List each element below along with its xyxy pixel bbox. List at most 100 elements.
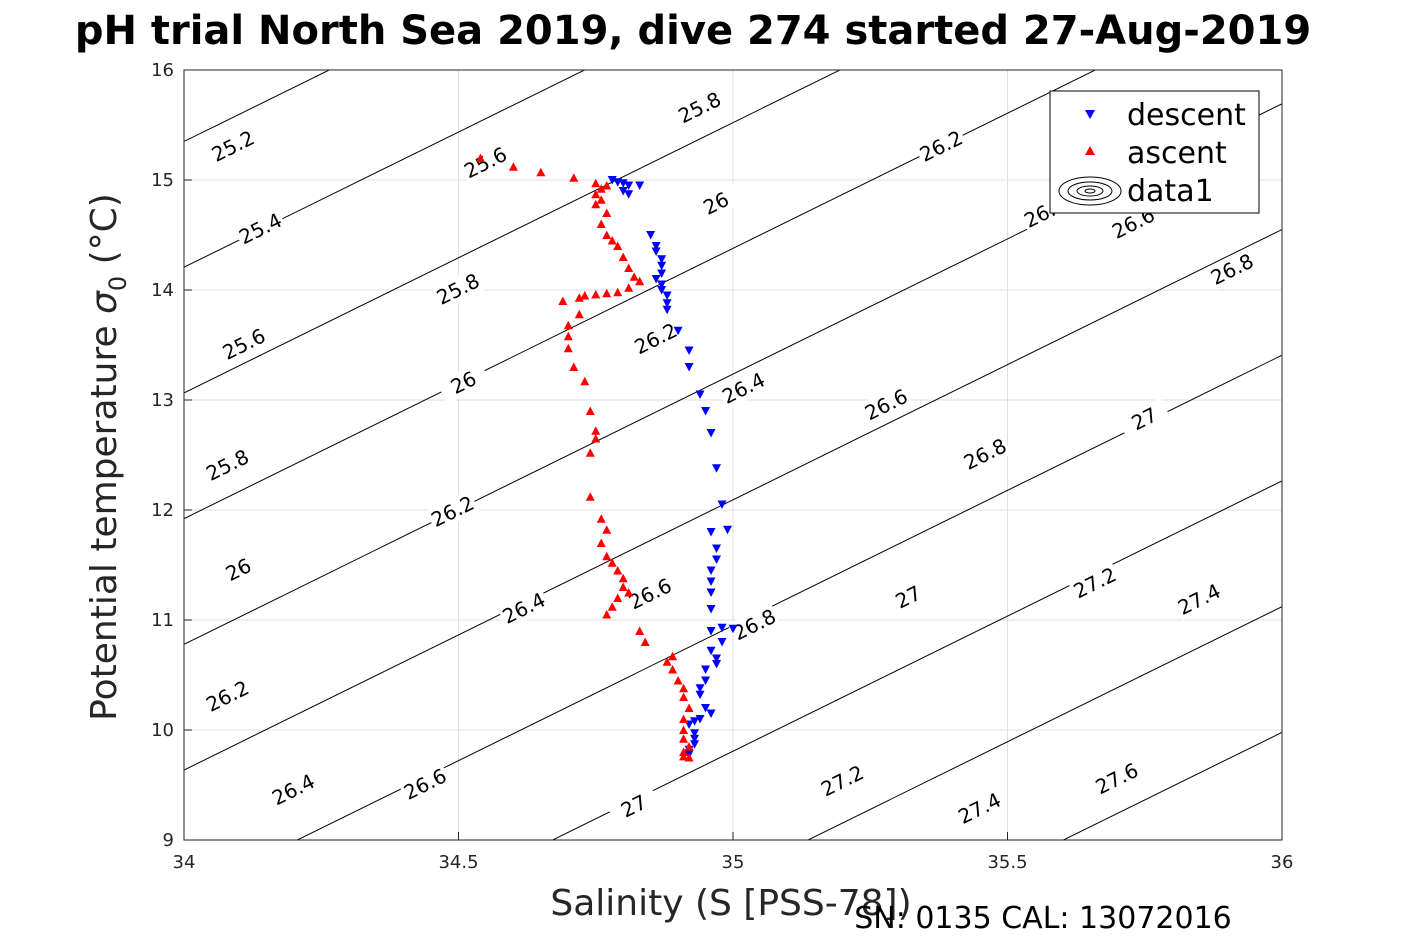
ascent-point bbox=[585, 492, 595, 501]
contour-line bbox=[296, 354, 1282, 840]
descent-point bbox=[657, 269, 667, 278]
ascent-point bbox=[602, 181, 612, 190]
contour-label-bg bbox=[689, 181, 743, 225]
ascent-point bbox=[602, 230, 612, 239]
descent-point bbox=[624, 190, 634, 199]
contour-label-bg bbox=[200, 674, 255, 718]
contour-label-bg bbox=[200, 443, 255, 487]
legend-descent-label: descent bbox=[1127, 98, 1246, 133]
descent-point bbox=[706, 709, 716, 718]
ascent-point bbox=[679, 725, 689, 734]
ascent-point bbox=[668, 665, 678, 674]
ascent-point bbox=[624, 283, 634, 292]
descent-point bbox=[712, 464, 722, 473]
descent-point bbox=[657, 280, 667, 289]
ascent-point bbox=[679, 734, 689, 743]
ascent-point bbox=[607, 558, 617, 567]
ascent-point bbox=[508, 162, 518, 171]
ascent-point bbox=[591, 178, 601, 188]
descent-point bbox=[684, 346, 694, 355]
legend-ascent-label: ascent bbox=[1127, 136, 1227, 171]
descent-point bbox=[712, 544, 722, 553]
descent-point bbox=[690, 717, 700, 726]
descent-point bbox=[717, 623, 727, 633]
ascent-point bbox=[673, 676, 683, 685]
contour-label-bg bbox=[958, 432, 1012, 476]
ascent-point bbox=[596, 538, 606, 547]
contour-label-bg bbox=[233, 207, 288, 250]
legend-box bbox=[1049, 90, 1260, 214]
descent-point bbox=[618, 179, 628, 188]
ascent-point bbox=[563, 331, 573, 341]
chart-title: pH trial North Sea 2019, dive 274 starte… bbox=[75, 8, 1311, 54]
ascent-point bbox=[596, 514, 606, 523]
descent-point bbox=[701, 704, 711, 713]
contour-label-bg bbox=[1172, 577, 1227, 621]
ascent-point bbox=[635, 276, 645, 286]
contour-label-bg bbox=[628, 317, 683, 360]
contour-label-bg bbox=[1205, 247, 1259, 291]
contour-label-bg bbox=[815, 759, 870, 803]
contour-line bbox=[184, 70, 586, 268]
ascent-point bbox=[596, 219, 606, 228]
ascent-point bbox=[563, 343, 573, 353]
descent-point bbox=[662, 305, 672, 315]
data-points bbox=[475, 153, 738, 762]
ascent-point bbox=[574, 293, 584, 302]
contour-line bbox=[184, 70, 1097, 520]
contour-label-bg bbox=[859, 383, 914, 426]
ascent-point bbox=[613, 566, 623, 575]
contour-label-bg bbox=[436, 361, 491, 404]
descent-point bbox=[651, 247, 661, 256]
x-tick-label: 35 bbox=[722, 852, 745, 873]
y-axis-label-text: Potential temperature bbox=[84, 314, 125, 721]
descent-point bbox=[657, 261, 667, 271]
descent-point bbox=[618, 187, 628, 196]
descent-point bbox=[657, 286, 667, 295]
y-tick-label: 12 bbox=[151, 500, 174, 521]
y-tick-label: 14 bbox=[151, 280, 174, 301]
legend-ascent-marker bbox=[1085, 146, 1095, 155]
ascent-point bbox=[684, 742, 694, 751]
descent-point bbox=[706, 566, 716, 575]
descent-point bbox=[695, 715, 705, 724]
ascent-point bbox=[624, 588, 634, 597]
ascent-point bbox=[618, 573, 628, 583]
descent-point bbox=[690, 740, 700, 749]
contour-label-bg bbox=[211, 548, 266, 591]
ascent-point bbox=[574, 309, 584, 319]
ascent-point bbox=[596, 184, 606, 193]
descent-point bbox=[728, 624, 738, 634]
descent-point bbox=[717, 638, 727, 647]
descent-point bbox=[706, 627, 716, 636]
ascent-point bbox=[558, 296, 568, 305]
x-tick-label: 34.5 bbox=[438, 852, 478, 873]
ascent-point bbox=[613, 287, 623, 297]
contour-label-bg bbox=[952, 786, 1007, 830]
descent-point bbox=[662, 291, 672, 300]
contour-line bbox=[184, 228, 1282, 771]
ascent-point bbox=[618, 252, 628, 261]
descent-point bbox=[712, 654, 722, 663]
contour-line bbox=[806, 606, 1282, 840]
contour-label-bg bbox=[217, 322, 271, 366]
y-tick-label: 10 bbox=[151, 720, 174, 741]
ascent-point bbox=[618, 582, 628, 591]
contour-label-bg bbox=[458, 141, 513, 184]
ascent-point bbox=[569, 173, 579, 182]
ascent-point bbox=[569, 362, 579, 371]
ascent-point bbox=[613, 593, 623, 602]
ascent-point bbox=[591, 426, 601, 435]
contour-line bbox=[551, 480, 1282, 840]
ascent-point bbox=[613, 241, 623, 250]
contour-label-bg bbox=[1068, 561, 1122, 605]
ascent-point bbox=[591, 289, 601, 299]
ascent-point bbox=[596, 195, 606, 204]
descent-point bbox=[695, 684, 705, 693]
legend-contour-icon bbox=[1058, 176, 1122, 206]
descent-point bbox=[657, 255, 667, 264]
descent-point bbox=[673, 326, 683, 336]
ascent-point bbox=[591, 189, 601, 199]
contour-label-bg bbox=[1117, 397, 1172, 441]
ascent-point bbox=[684, 753, 694, 762]
